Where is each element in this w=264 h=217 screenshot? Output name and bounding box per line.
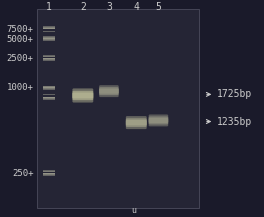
FancyBboxPatch shape xyxy=(126,116,147,129)
FancyBboxPatch shape xyxy=(37,9,199,208)
FancyBboxPatch shape xyxy=(43,58,55,59)
FancyBboxPatch shape xyxy=(43,28,55,29)
FancyBboxPatch shape xyxy=(43,95,55,96)
FancyBboxPatch shape xyxy=(99,85,119,97)
Text: 250+: 250+ xyxy=(12,169,33,178)
FancyBboxPatch shape xyxy=(43,31,55,32)
FancyBboxPatch shape xyxy=(43,30,55,31)
FancyBboxPatch shape xyxy=(43,36,55,37)
FancyBboxPatch shape xyxy=(43,171,55,172)
Text: 3: 3 xyxy=(106,2,112,12)
FancyBboxPatch shape xyxy=(99,87,119,95)
FancyBboxPatch shape xyxy=(72,88,93,102)
FancyBboxPatch shape xyxy=(126,118,147,127)
FancyBboxPatch shape xyxy=(43,89,55,90)
Text: 1000+: 1000+ xyxy=(6,83,33,92)
FancyBboxPatch shape xyxy=(149,115,168,126)
FancyBboxPatch shape xyxy=(43,175,55,176)
Text: 5: 5 xyxy=(155,2,161,12)
Text: 1725bp: 1725bp xyxy=(206,89,252,99)
Text: 2: 2 xyxy=(80,2,86,12)
Text: 1235bp: 1235bp xyxy=(206,117,252,127)
FancyBboxPatch shape xyxy=(72,93,93,98)
FancyBboxPatch shape xyxy=(99,89,119,94)
Text: 1: 1 xyxy=(46,2,52,12)
Text: 5000+: 5000+ xyxy=(6,35,33,44)
FancyBboxPatch shape xyxy=(43,37,55,38)
FancyBboxPatch shape xyxy=(43,60,55,61)
FancyBboxPatch shape xyxy=(149,116,168,125)
FancyBboxPatch shape xyxy=(43,99,55,100)
FancyBboxPatch shape xyxy=(43,26,55,27)
FancyBboxPatch shape xyxy=(72,91,93,100)
Text: 7500+: 7500+ xyxy=(6,25,33,34)
FancyBboxPatch shape xyxy=(126,120,147,125)
FancyBboxPatch shape xyxy=(43,38,55,39)
FancyBboxPatch shape xyxy=(149,118,168,123)
FancyBboxPatch shape xyxy=(43,97,55,98)
FancyBboxPatch shape xyxy=(43,86,55,87)
Text: u: u xyxy=(131,206,136,215)
FancyBboxPatch shape xyxy=(43,55,55,56)
Text: 4: 4 xyxy=(133,2,139,12)
FancyBboxPatch shape xyxy=(43,27,55,28)
FancyBboxPatch shape xyxy=(43,88,55,89)
FancyBboxPatch shape xyxy=(43,173,55,174)
FancyBboxPatch shape xyxy=(43,94,55,95)
FancyBboxPatch shape xyxy=(43,56,55,58)
FancyBboxPatch shape xyxy=(43,87,55,88)
FancyBboxPatch shape xyxy=(43,98,55,99)
Text: 2500+: 2500+ xyxy=(6,54,33,63)
FancyBboxPatch shape xyxy=(43,170,55,171)
FancyBboxPatch shape xyxy=(43,174,55,175)
FancyBboxPatch shape xyxy=(43,59,55,60)
FancyBboxPatch shape xyxy=(43,39,55,40)
